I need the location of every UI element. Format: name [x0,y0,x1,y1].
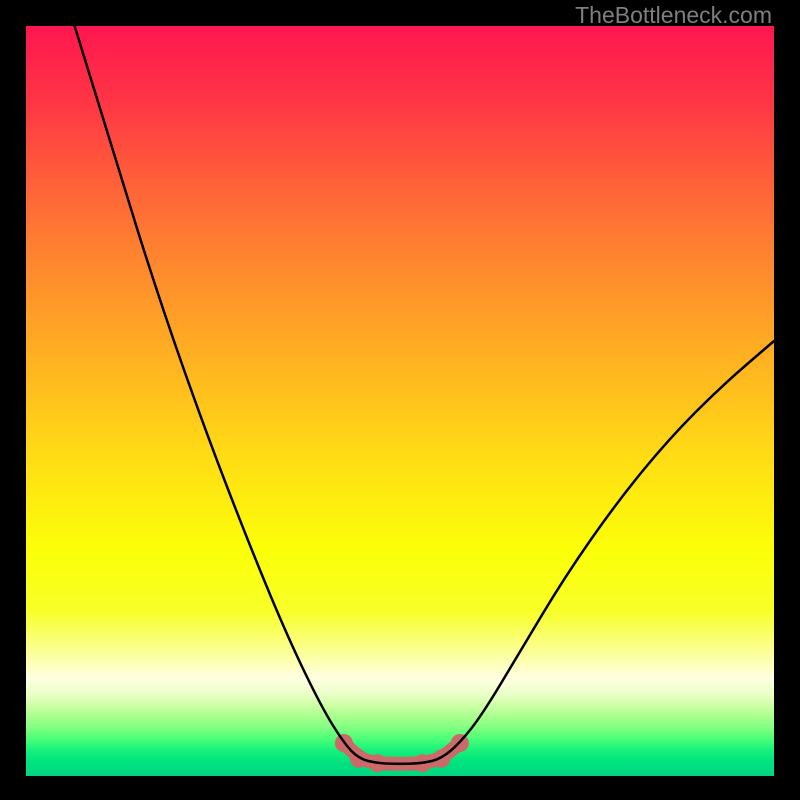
watermark-text: TheBottleneck.com [575,2,772,29]
chart-canvas: TheBottleneck.com [0,0,800,800]
curve-line [75,26,774,764]
plot-area [26,26,774,776]
bottleneck-curve [26,26,774,776]
